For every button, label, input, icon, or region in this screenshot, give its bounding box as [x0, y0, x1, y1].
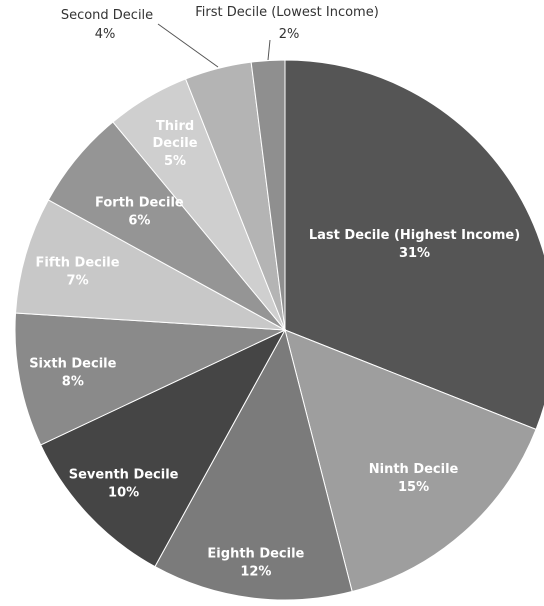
pie-slice-seventh-decile — [40, 328, 287, 568]
value-label-fifth-decile: 7% — [67, 274, 89, 289]
value-label-first-decile: 2% — [279, 27, 300, 42]
value-label-eighth-decile: 12% — [240, 564, 271, 579]
pie-slice-last-decile — [284, 59, 544, 431]
pie-slices — [14, 59, 544, 601]
label-third-decile-line1: Third — [156, 119, 194, 134]
label-fifth-decile: Fifth Decile — [36, 256, 120, 271]
value-label-sixth-decile: 8% — [62, 374, 84, 389]
value-label-seventh-decile: 10% — [108, 486, 139, 501]
pie-slice-ninth-decile — [284, 329, 537, 593]
label-sixth-decile: Sixth Decile — [29, 356, 116, 371]
leader-lines — [157, 23, 271, 68]
pie-slice-first-decile — [250, 59, 286, 331]
slice-labels: Last Decile (Highest Income) 31% Ninth Dec… — [29, 5, 520, 579]
label-third-decile-line2: Decile — [153, 136, 198, 151]
label-last-decile: Last Decile (Highest Income) — [309, 228, 520, 243]
label-second-decile: Second Decile — [61, 8, 153, 23]
value-label-forth-decile: 6% — [128, 214, 150, 229]
label-eighth-decile: Eighth Decile — [207, 546, 304, 561]
label-ninth-decile: Ninth Decile — [369, 462, 459, 477]
leader-line-second-decile — [157, 23, 219, 68]
value-label-second-decile: 4% — [95, 27, 116, 42]
pie-slice-sixth-decile — [14, 312, 286, 446]
leader-line-first-decile — [267, 39, 271, 61]
pie-slice-fifth-decile — [15, 199, 286, 331]
value-label-third-decile: 5% — [164, 154, 186, 169]
label-forth-decile: Forth Decile — [95, 196, 184, 211]
label-seventh-decile: Seventh Decile — [69, 468, 179, 483]
value-label-ninth-decile: 15% — [398, 480, 429, 495]
value-label-last-decile: 31% — [399, 246, 430, 261]
pie-slice-eighth-decile — [154, 328, 353, 601]
label-first-decile: First Decile (Lowest Income) — [195, 5, 379, 20]
